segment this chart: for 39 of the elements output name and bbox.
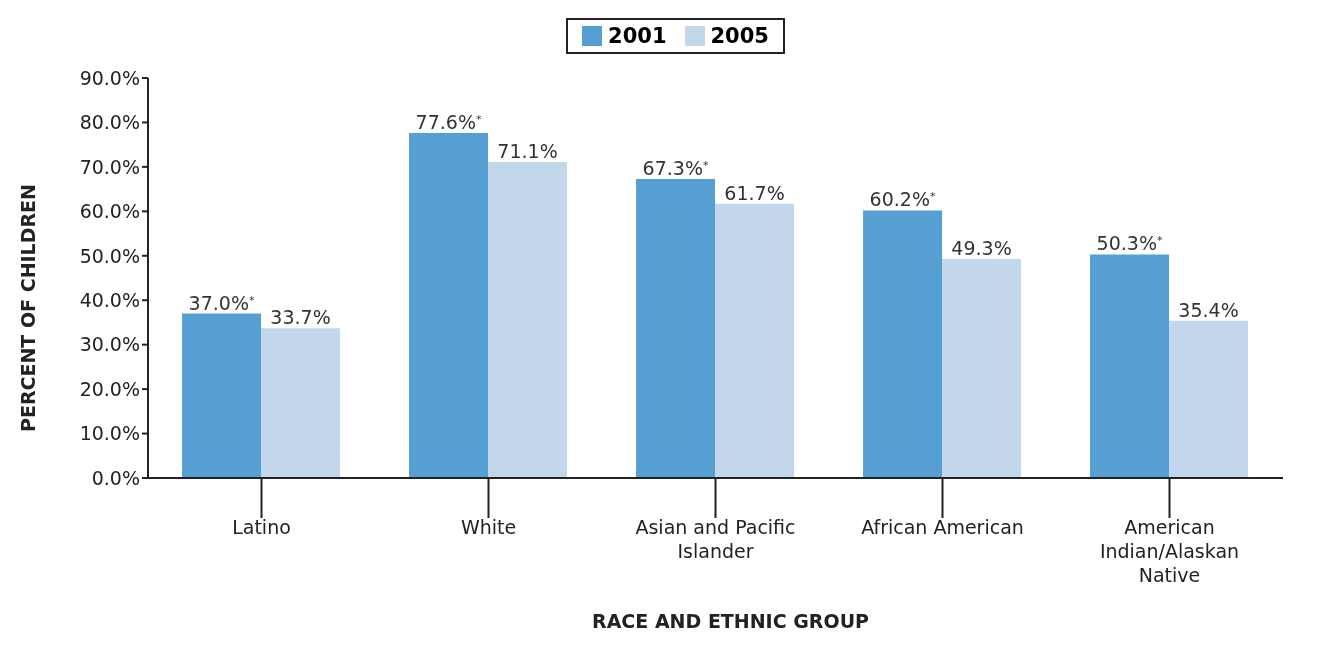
y-axis-title: PERCENT OF CHILDREN	[17, 184, 40, 432]
y-tick-label: 10.0%	[79, 422, 140, 445]
y-tick-label: 90.0%	[79, 66, 140, 89]
bar	[715, 203, 795, 478]
x-axis-title: RACE AND ETHNIC GROUP	[591, 610, 870, 632]
x-tick-label: Asian and Pacific Islander	[635, 516, 796, 562]
data-label: 35.4%	[1178, 298, 1239, 321]
bar	[261, 328, 341, 478]
x-tick-label: African American	[861, 516, 1024, 538]
data-label: 71.1%	[497, 140, 558, 162]
x-tick-label: Latino	[232, 516, 291, 538]
y-tick-label: 60.0%	[79, 200, 140, 223]
data-label: 61.7%	[724, 181, 785, 204]
data-label: 49.3%	[951, 236, 1012, 259]
bar	[942, 258, 1022, 478]
data-label: 33.7%	[270, 306, 331, 329]
y-tick-label: 70.0%	[79, 155, 140, 178]
y-tick-label: 20.0%	[79, 377, 140, 400]
y-tick-label: 50.0%	[79, 244, 140, 267]
bar	[488, 162, 568, 478]
bar	[182, 313, 262, 478]
y-tick-label: 0.0%	[91, 466, 140, 489]
data-label: 50.3%$^{*}$	[1096, 232, 1163, 255]
legend-label: 2001	[607, 24, 667, 48]
bar	[863, 210, 943, 478]
data-label: 77.6%$^{*}$	[415, 111, 482, 134]
x-tick-label: White	[460, 516, 517, 538]
bar	[1169, 320, 1249, 478]
bar	[636, 178, 716, 478]
y-tick-label: 80.0%	[79, 111, 140, 134]
bar	[409, 133, 489, 478]
legend-label: 2005	[709, 24, 769, 48]
data-label: 67.3%$^{*}$	[642, 156, 709, 179]
x-tick-label: American Indian/Alaskan Native	[1099, 516, 1240, 586]
data-label: 37.0%$^{*}$	[188, 291, 255, 314]
y-tick-label: 40.0%	[79, 288, 140, 311]
data-label: 60.2%$^{*}$	[869, 188, 936, 211]
y-tick-label: 30.0%	[79, 333, 140, 356]
bar	[1090, 254, 1170, 478]
